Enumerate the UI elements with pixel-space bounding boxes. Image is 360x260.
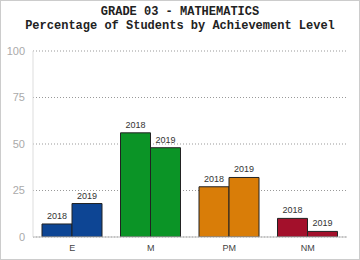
- svg-text:M: M: [147, 243, 155, 253]
- svg-text:2019: 2019: [312, 218, 332, 228]
- svg-text:2019: 2019: [155, 135, 175, 145]
- svg-text:0: 0: [19, 231, 25, 243]
- svg-text:75: 75: [13, 91, 25, 103]
- svg-text:2018: 2018: [204, 174, 224, 184]
- html-text:Percentage of Students by Achi: Percentage of Students by Achievement Le…: [25, 19, 335, 33]
- svg-text:100: 100: [8, 45, 25, 57]
- svg-text:2018: 2018: [125, 120, 145, 130]
- html-text:GRADE 03 - MATHEMATICS: GRADE 03 - MATHEMATICS: [100, 5, 260, 19]
- svg-text:PM: PM: [223, 243, 237, 253]
- svg-text:E: E: [69, 243, 75, 253]
- svg-text:25: 25: [13, 184, 25, 196]
- svg-text:2018: 2018: [47, 211, 67, 221]
- svg-text:2019: 2019: [234, 164, 254, 174]
- svg-text:NM: NM: [301, 243, 315, 253]
- svg-text:2019: 2019: [77, 191, 97, 201]
- svg-text:2018: 2018: [282, 205, 302, 215]
- svg-text:50: 50: [13, 138, 25, 150]
